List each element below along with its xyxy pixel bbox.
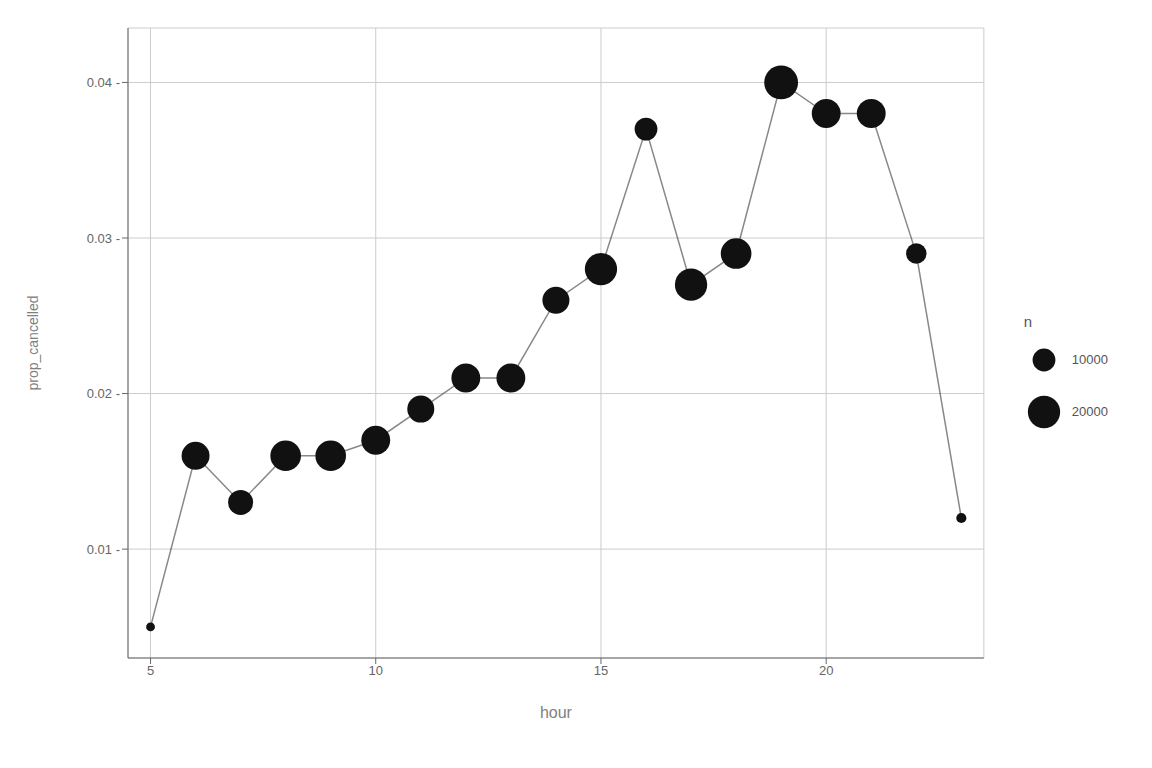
svg-text:0.03 -: 0.03 - [87,231,120,246]
svg-text:10: 10 [369,663,383,678]
svg-text:0.02 -: 0.02 - [87,386,120,401]
svg-text:20: 20 [819,663,833,678]
svg-text:5: 5 [147,663,154,678]
html-text:10000: 10000 [1071,352,1108,367]
svg-text:0.01 -: 0.01 - [87,542,120,557]
html-text:20000: 20000 [1071,404,1108,419]
svg-text:prop_cancelled: prop_cancelled [25,296,41,391]
html-text:n: n [1023,312,1033,330]
svg-text:hour: hour [540,704,573,721]
svg-text:0.04 -: 0.04 - [87,75,120,90]
svg-text:15: 15 [594,663,608,678]
